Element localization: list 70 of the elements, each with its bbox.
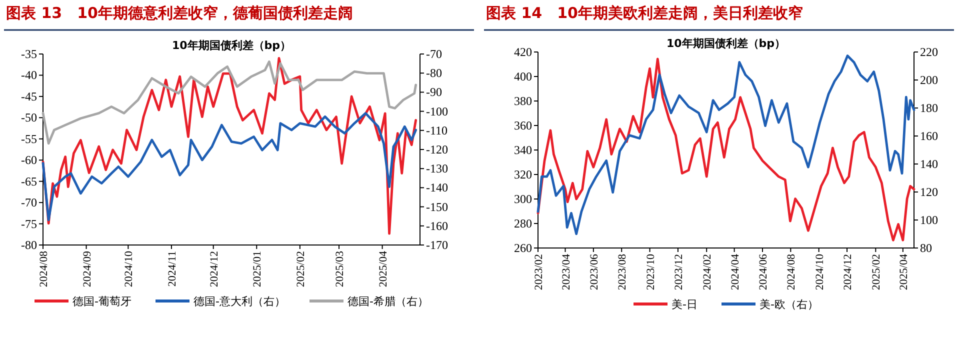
y-tick-label: -40 (21, 68, 37, 82)
y2-tick-label: -120 (426, 142, 448, 156)
x-tick-label: 2023/12 (672, 254, 685, 290)
x-tick-label: 2023/06 (588, 254, 600, 290)
y2-tick-label: 200 (920, 73, 938, 87)
x-tick-label: 2025/03 (334, 250, 346, 288)
y2-tick-label: 140 (920, 157, 938, 171)
y2-tick-label: -170 (426, 238, 448, 252)
x-tick-label: 2024/12 (208, 251, 220, 288)
y2-tick-label: -80 (426, 66, 442, 80)
x-tick-label: 2024/08 (786, 254, 798, 290)
y2-tick-label: -110 (426, 123, 448, 138)
x-tick-label: 2023/08 (616, 254, 629, 290)
chart-title: 图表 14 10年期美欧利差走阔，美日利差收窄 (486, 4, 803, 22)
y-tick-label: -55 (21, 132, 37, 146)
y-tick-label: -65 (21, 174, 37, 188)
x-tick-label: 2024/08 (38, 250, 50, 288)
x-tick-label: 2024/10 (123, 250, 136, 288)
x-tick-label: 2023/04 (560, 254, 572, 290)
y-tick-label: 400 (514, 70, 532, 84)
y2-tick-label: -100 (426, 104, 448, 118)
x-tick-label: 2025/04 (377, 250, 390, 288)
x-tick-label: 2025/02 (870, 254, 883, 290)
x-tick-label: 2024/02 (702, 254, 714, 290)
y2-tick-label: -130 (426, 162, 448, 176)
y-tick-label: -60 (21, 153, 37, 168)
y2-tick-label: -150 (426, 200, 448, 214)
y-tick-label: 300 (514, 192, 532, 206)
chart-title: 图表 13 10年期德意利差收窄，德葡国债利差走阔 (6, 4, 353, 22)
y-tick-label: 260 (514, 241, 532, 255)
y-tick-label: 280 (514, 216, 532, 230)
x-tick-label: 2024/04 (729, 254, 742, 290)
x-tick-label: 2024/11 (166, 251, 178, 287)
y2-tick-label: 120 (920, 185, 938, 199)
x-tick-label: 2024/06 (757, 254, 770, 290)
y-tick-label: -45 (21, 89, 37, 104)
x-tick-label: 2025/02 (294, 251, 307, 288)
y-tick-label: -35 (21, 47, 37, 61)
y2-tick-label: -90 (426, 85, 442, 100)
y2-tick-label: -160 (426, 218, 448, 233)
legend-label: 美-日 (672, 298, 698, 311)
y-tick-label: -50 (21, 110, 37, 125)
chart-subtitle: 10年期国债利差（bp） (172, 39, 292, 52)
x-tick-label: 2024/12 (842, 254, 854, 290)
legend-label: 德国-葡萄牙 (72, 295, 132, 308)
y2-tick-label: -70 (426, 47, 442, 61)
y-tick-label: -80 (21, 238, 37, 252)
y2-tick-label: 80 (920, 241, 932, 255)
y-tick-label: -70 (21, 196, 37, 210)
y-tick-label: 360 (514, 118, 532, 132)
legend-label: 德国-意大利（右） (194, 295, 286, 308)
x-tick-label: 2024/09 (81, 250, 94, 288)
y-tick-label: 340 (514, 143, 532, 157)
y2-tick-label: 180 (920, 101, 938, 115)
y2-tick-label: 220 (920, 45, 938, 59)
y-tick-label: 320 (514, 168, 532, 182)
x-tick-label: 2025/01 (252, 251, 264, 288)
y-tick-label: 420 (514, 45, 532, 59)
legend-label: 美-欧（右） (760, 298, 818, 311)
y-tick-label: 380 (514, 94, 532, 108)
y2-tick-label: 160 (920, 129, 938, 143)
y-tick-label: -75 (21, 216, 37, 231)
x-tick-label: 2023/02 (533, 254, 545, 290)
x-tick-label: 2025/04 (898, 254, 910, 290)
x-tick-label: 2024/10 (814, 254, 826, 290)
x-tick-label: 2023/10 (644, 254, 657, 290)
chart-subtitle: 10年期国债利差（bp） (666, 37, 786, 50)
y2-tick-label: 100 (920, 213, 938, 227)
legend-label: 德国-希腊（右） (347, 295, 428, 308)
y2-tick-label: -140 (426, 180, 448, 195)
